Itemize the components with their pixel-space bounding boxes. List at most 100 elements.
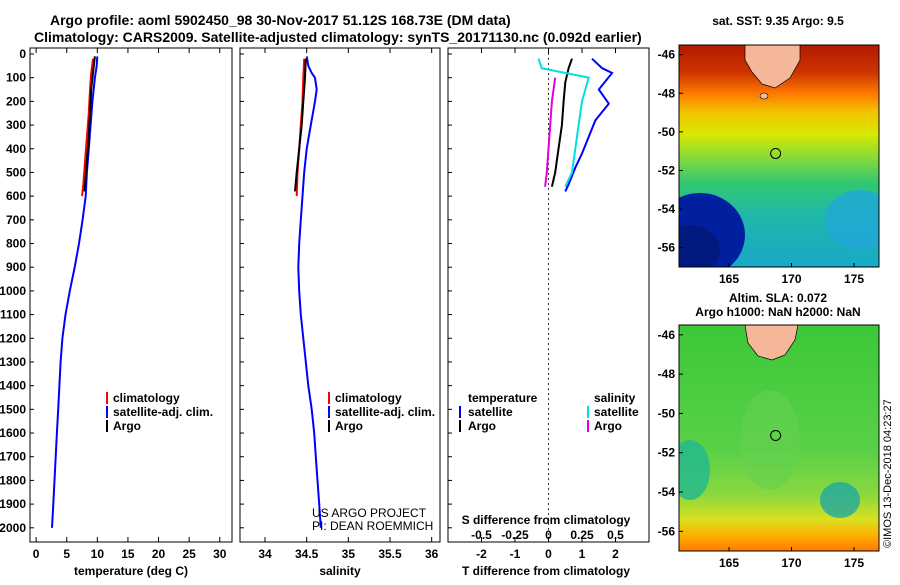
map-y-tick-label: -50: [658, 125, 676, 139]
s-diff-tick-label: -0.5: [471, 528, 492, 542]
map-y-tick-label: -56: [658, 241, 676, 255]
x-tick-label: 25: [182, 547, 196, 561]
x-tick-label: 36: [425, 547, 439, 561]
depth-tick-label: 1200: [0, 331, 26, 345]
depth-tick-label: 500: [6, 165, 26, 179]
x-tick-label: 2: [612, 547, 619, 561]
sst-map-frame: [678, 44, 880, 268]
legend-header-temperature: temperature: [468, 391, 538, 405]
map-x-tick-label: 170: [781, 556, 801, 570]
depth-tick-label: 100: [6, 71, 26, 85]
title-line-1: Argo profile: aoml 5902450_98 30-Nov-201…: [50, 12, 511, 28]
map-y-tick-label: -48: [658, 86, 676, 100]
sst-cool-patch: [825, 190, 879, 250]
map-x-tick-label: 175: [844, 556, 864, 570]
sst-landmass: [744, 45, 801, 89]
series-line: [564, 57, 614, 192]
s-diff-tick-label: 0.5: [607, 528, 624, 542]
sla-argo-location-marker: [770, 429, 782, 441]
map-y-tick-label: -50: [658, 406, 676, 420]
legend-label-s-satellite: satellite: [594, 405, 639, 419]
temperature-plot: 0 5 10 15 20 25 30: [33, 48, 227, 561]
depth-axis: 0 100 200 300 400 500 600 700 800 900 1000 1100 1200…: [0, 47, 452, 535]
salinity-xlabel: salinity: [319, 564, 361, 578]
temperature-panel-frame: [29, 47, 233, 543]
depth-tick-label: 1600: [0, 426, 26, 440]
sla-low-patch-east: [820, 482, 860, 518]
depth-tick-label: 1500: [0, 402, 26, 416]
legend-header-salinity: salinity: [594, 391, 636, 405]
credit-pi: PI: DEAN ROEMMICH: [312, 519, 433, 533]
credit-project: US ARGO PROJECT: [312, 506, 427, 520]
legend-label-satellite: satellite-adj. clim.: [335, 405, 435, 419]
t-difference-xlabel: T difference from climatology: [462, 564, 630, 578]
x-tick-label: 30: [213, 547, 227, 561]
depth-tick-label: 0: [19, 47, 26, 61]
sla-low-patch: [679, 440, 710, 500]
map-y-tick-label: -52: [658, 446, 676, 460]
x-tick-label: 10: [91, 547, 105, 561]
sst-map-axes: 165 170 175 -46 -48 -50 -52 -54 -56: [658, 48, 865, 286]
map-x-tick-label: 165: [719, 272, 739, 286]
legend-label-argo: Argo: [113, 419, 141, 433]
temperature-xlabel: temperature (deg C): [74, 564, 188, 578]
map-y-tick-label: -48: [658, 367, 676, 381]
legend-label-climatology: climatology: [113, 391, 180, 405]
depth-tick-label: 1700: [0, 450, 26, 464]
sst-map-image: [679, 45, 879, 267]
series-line: [294, 58, 307, 192]
map-y-tick-label: -56: [658, 524, 676, 538]
series-line: [81, 58, 94, 197]
x-tick-label: 15: [121, 547, 135, 561]
depth-tick-label: 700: [6, 213, 26, 227]
x-tick-label: 0: [545, 547, 552, 561]
series-line: [83, 56, 96, 192]
series-line: [297, 56, 322, 528]
depth-tick-label: 900: [6, 260, 26, 274]
map-y-tick-label: -46: [658, 328, 676, 342]
legend-label-climatology: climatology: [335, 391, 402, 405]
depth-tick-label: 1400: [0, 379, 26, 393]
legend-label-s-argo: Argo: [594, 419, 622, 433]
salinity-panel-frame: [239, 47, 441, 543]
difference-legend: temperature salinity satellite Argo sate…: [459, 391, 639, 433]
sla-map-image: [679, 325, 879, 551]
sst-island: [759, 92, 769, 100]
sla-mid-patch: [740, 390, 800, 490]
depth-tick-label: 800: [6, 237, 26, 251]
depth-tick-label: 400: [6, 142, 26, 156]
map-y-tick-label: -54: [658, 485, 676, 499]
depth-tick-label: 1900: [0, 497, 26, 511]
x-tick-label: 34: [258, 547, 272, 561]
legend-label-satellite: satellite-adj. clim.: [113, 405, 213, 419]
sla-landmass: [744, 325, 799, 361]
depth-tick-label: 200: [6, 94, 26, 108]
map-y-tick-label: -54: [658, 202, 676, 216]
series-line: [51, 56, 99, 528]
x-tick-label: 0: [33, 547, 40, 561]
map-y-tick-label: -46: [658, 48, 676, 62]
depth-tick-label: 1800: [0, 473, 26, 487]
s-diff-tick-label: -0.25: [501, 528, 529, 542]
x-tick-label: -2: [476, 547, 487, 561]
series-line: [544, 77, 557, 187]
s-difference-xlabel: S difference from climatology: [462, 513, 631, 527]
x-tick-label: 34.5: [295, 547, 319, 561]
x-tick-label: 20: [152, 547, 166, 561]
depth-tick-label: 2000: [0, 521, 26, 535]
legend-label-argo: Argo: [335, 419, 363, 433]
title-line-2: Climatology: CARS2009. Satellite-adjuste…: [34, 29, 642, 45]
map-y-tick-label: -52: [658, 163, 676, 177]
depth-tick-label: 1000: [0, 284, 26, 298]
sla-map-title-line-2: Argo h1000: NaN h2000: NaN: [695, 305, 860, 319]
depth-tick-label: 600: [6, 189, 26, 203]
x-tick-label: 35.5: [378, 547, 402, 561]
salinity-legend: climatology satellite-adj. clim. Argo: [328, 391, 435, 433]
map-x-tick-label: 170: [781, 272, 801, 286]
temperature-legend: climatology satellite-adj. clim. Argo: [106, 391, 213, 433]
sla-map-title-line-1: Altim. SLA: 0.072: [729, 291, 827, 305]
map-x-tick-label: 175: [844, 272, 864, 286]
x-tick-label: 5: [63, 547, 70, 561]
depth-tick-label: 1100: [0, 308, 26, 322]
